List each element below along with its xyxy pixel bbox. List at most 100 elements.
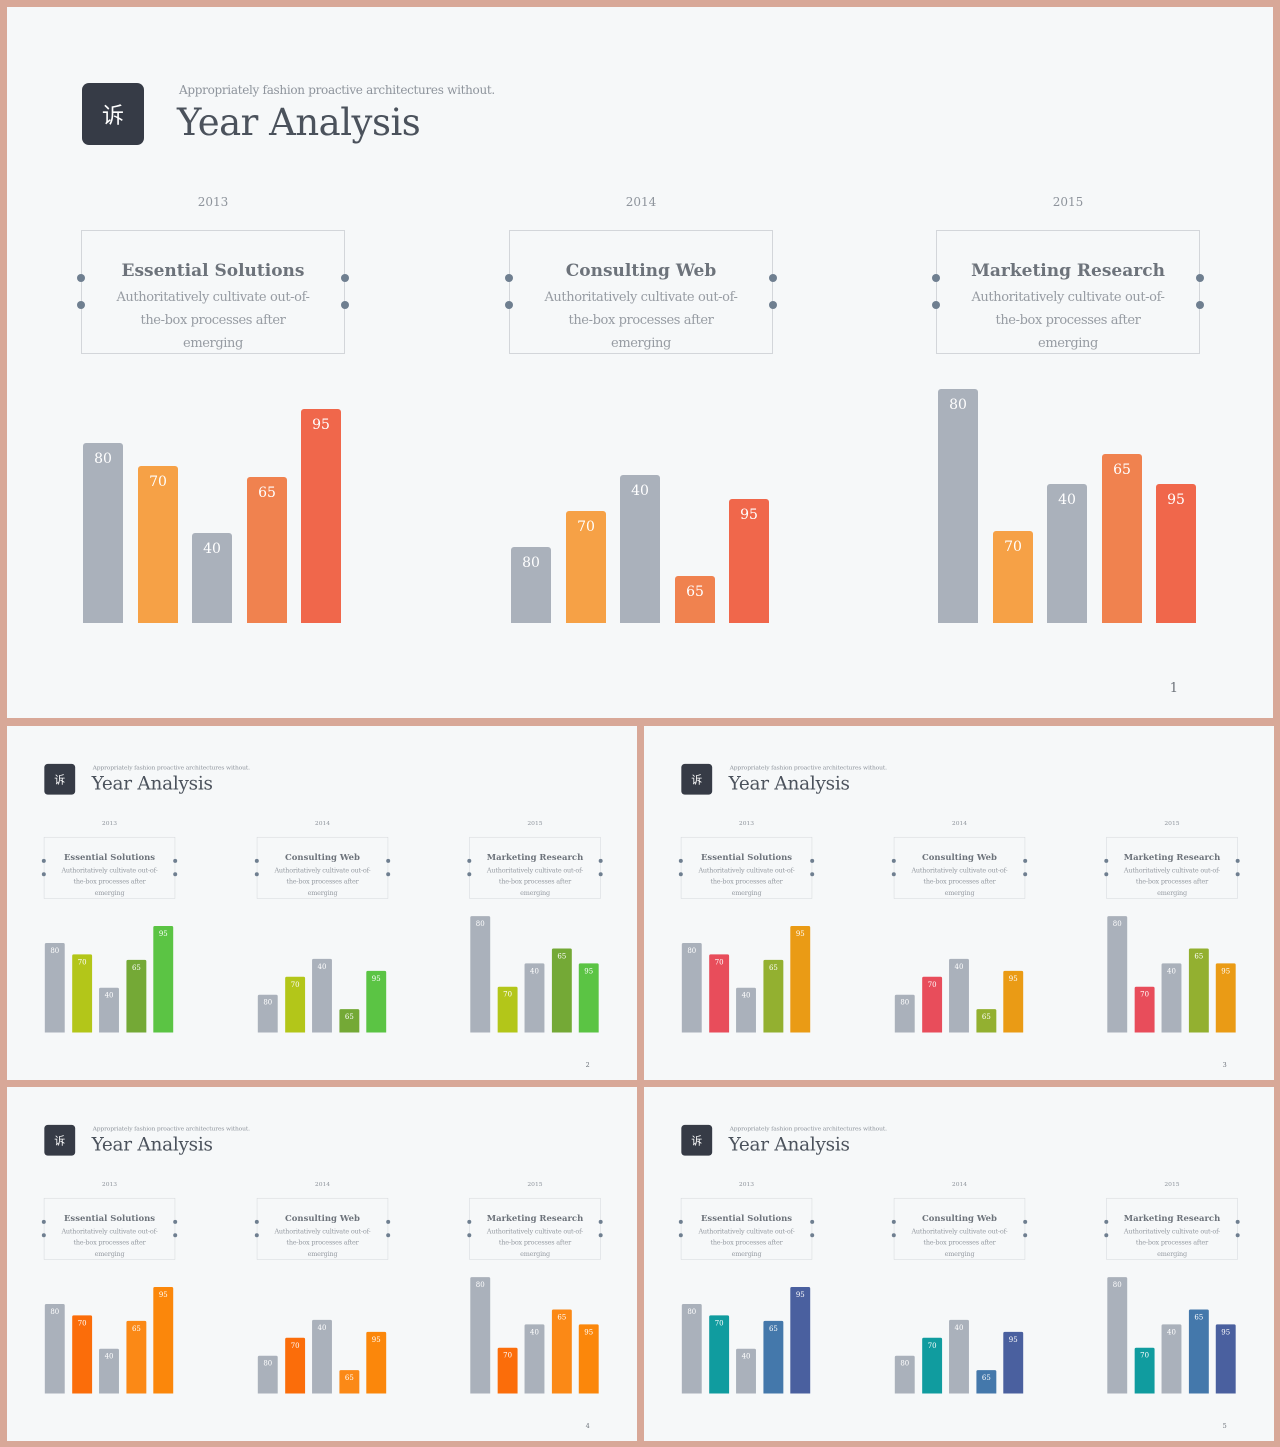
bar-value-label: 40 bbox=[1167, 1328, 1176, 1337]
info-card: Essential Solutions Authoritatively cult… bbox=[678, 1197, 815, 1260]
chart-bar: 70 bbox=[709, 954, 730, 1033]
page-number: 4 bbox=[585, 1422, 590, 1430]
chart-bar: 65 bbox=[126, 1320, 147, 1394]
bar-chart: 80 70 40 65 95 bbox=[257, 1175, 391, 1394]
bar-value-label: 40 bbox=[741, 991, 751, 1000]
card-text: Authoritatively cultivate out-of-the-box… bbox=[544, 290, 738, 351]
card-dot bbox=[769, 301, 777, 309]
bar-value-label: 40 bbox=[203, 541, 221, 557]
bar-value-label: 95 bbox=[158, 1291, 168, 1300]
chart-bar: 65 bbox=[1188, 1309, 1209, 1394]
year-label: 2014 bbox=[314, 1180, 331, 1188]
chart-bar: 65 bbox=[976, 1370, 997, 1394]
chart-bar: 80 bbox=[894, 994, 915, 1033]
card-text: Authoritatively cultivate out-of-the-box… bbox=[971, 290, 1165, 351]
page-number: 3 bbox=[1222, 1061, 1227, 1069]
chart-bar: 40 bbox=[99, 987, 119, 1033]
chart-bar: 70 bbox=[72, 1315, 93, 1394]
chart-bar: 95 bbox=[729, 499, 769, 623]
chart-bar: 80 bbox=[83, 443, 123, 623]
card-title: Essential Solutions bbox=[700, 1213, 793, 1224]
card-text: Authoritatively cultivate out-of-the-box… bbox=[911, 1227, 1008, 1259]
chart-bar: 95 bbox=[153, 1287, 174, 1394]
chart-bar: 80 bbox=[1107, 1277, 1128, 1394]
bar-value-label: 65 bbox=[686, 583, 704, 600]
card-dot bbox=[678, 858, 683, 863]
logo-icon: 诉 bbox=[82, 83, 144, 145]
card-dot bbox=[1235, 1219, 1240, 1224]
chart-bar: 95 bbox=[1215, 963, 1236, 1033]
bar-value-label: 70 bbox=[290, 1341, 300, 1350]
chart-bar: 80 bbox=[470, 916, 491, 1033]
bar-value-label: 80 bbox=[900, 998, 910, 1007]
chart-bar: 80 bbox=[681, 942, 702, 1033]
year-label: 2013 bbox=[197, 195, 229, 209]
chart-bar: 80 bbox=[681, 1303, 702, 1394]
card-dot bbox=[678, 872, 683, 877]
year-label: 2014 bbox=[314, 819, 331, 827]
bar-value-label: 80 bbox=[94, 451, 112, 467]
bar-value-label: 95 bbox=[795, 1291, 805, 1300]
bar-value-label: 40 bbox=[954, 962, 964, 971]
bar-value-label: 80 bbox=[1112, 1281, 1122, 1290]
bar-value-label: 70 bbox=[1140, 990, 1150, 999]
card-dot bbox=[386, 872, 391, 877]
bar-value-label: 95 bbox=[371, 974, 381, 983]
chart-bar: 80 bbox=[44, 942, 65, 1033]
card-dot bbox=[891, 872, 896, 877]
bar-value-label: 80 bbox=[263, 1359, 273, 1368]
bar-value-label: 95 bbox=[740, 507, 758, 524]
bar-value-label: 70 bbox=[1004, 538, 1022, 555]
info-card: Marketing Research Authoritatively culti… bbox=[467, 836, 603, 899]
chart-bar: 95 bbox=[1003, 970, 1024, 1033]
chart-bar: 40 bbox=[312, 1319, 332, 1394]
bar-value-label: 70 bbox=[1140, 1351, 1150, 1360]
chart-bar: 65 bbox=[339, 1370, 360, 1394]
bar-value-label: 70 bbox=[503, 1351, 513, 1360]
chart-bar: 70 bbox=[993, 530, 1033, 623]
card-text: Authoritatively cultivate out-of-the-box… bbox=[486, 866, 584, 898]
chart-bar: 65 bbox=[247, 476, 287, 623]
bar-value-label: 80 bbox=[50, 1307, 60, 1316]
card-dot bbox=[41, 872, 46, 877]
bar-value-label: 65 bbox=[344, 1374, 354, 1382]
slide-subtitle: Appropriately fashion proactive architec… bbox=[179, 83, 495, 97]
bar-value-label: 65 bbox=[768, 1324, 778, 1333]
card-dot bbox=[810, 858, 815, 863]
chart-bar: 95 bbox=[790, 1287, 811, 1394]
chart-bar: 70 bbox=[285, 976, 306, 1033]
bar-value-label: 40 bbox=[1058, 491, 1076, 508]
card-dot bbox=[341, 301, 349, 309]
chart-bar: 40 bbox=[524, 963, 545, 1033]
chart-bar: 80 bbox=[938, 389, 978, 623]
card-dot bbox=[1023, 1233, 1028, 1238]
card-text: Authoritatively cultivate out-of-the-box… bbox=[274, 866, 371, 898]
card-dot bbox=[254, 872, 259, 877]
bar-chart: 80 70 40 65 95 bbox=[681, 1175, 815, 1394]
card-title: Consulting Web bbox=[285, 852, 360, 863]
card-title: Essential Solutions bbox=[121, 261, 305, 281]
bar-value-label: 70 bbox=[714, 958, 724, 967]
card-title: Marketing Research bbox=[1123, 1213, 1221, 1224]
bar-value-label: 40 bbox=[741, 1352, 751, 1361]
card-dot bbox=[1023, 858, 1028, 863]
year-label: 2014 bbox=[625, 195, 657, 209]
bar-chart: 80 70 40 65 95 bbox=[681, 814, 815, 1033]
chart-bar: 65 bbox=[126, 959, 147, 1033]
card-dot bbox=[1235, 858, 1240, 863]
year-label: 2014 bbox=[951, 819, 968, 827]
bar-value-label: 95 bbox=[371, 1335, 381, 1344]
bar-value-label: 95 bbox=[1167, 491, 1185, 508]
card-text: Authoritatively cultivate out-of-the-box… bbox=[698, 1227, 795, 1259]
card-title: Marketing Research bbox=[1123, 852, 1221, 863]
year-label: 2015 bbox=[527, 1180, 543, 1188]
info-card: Consulting Web Authoritatively cultivate… bbox=[505, 230, 777, 354]
card-dot bbox=[254, 858, 259, 863]
bar-value-label: 70 bbox=[503, 990, 513, 999]
chart-bar: 95 bbox=[366, 970, 387, 1033]
slide-subtitle: Appropriately fashion proactive architec… bbox=[92, 763, 250, 771]
page-number: 5 bbox=[1222, 1422, 1227, 1430]
card-dot bbox=[254, 1233, 259, 1238]
slide-subtitle: Appropriately fashion proactive architec… bbox=[729, 763, 887, 771]
card-text: Authoritatively cultivate out-of-the-box… bbox=[911, 866, 1008, 898]
